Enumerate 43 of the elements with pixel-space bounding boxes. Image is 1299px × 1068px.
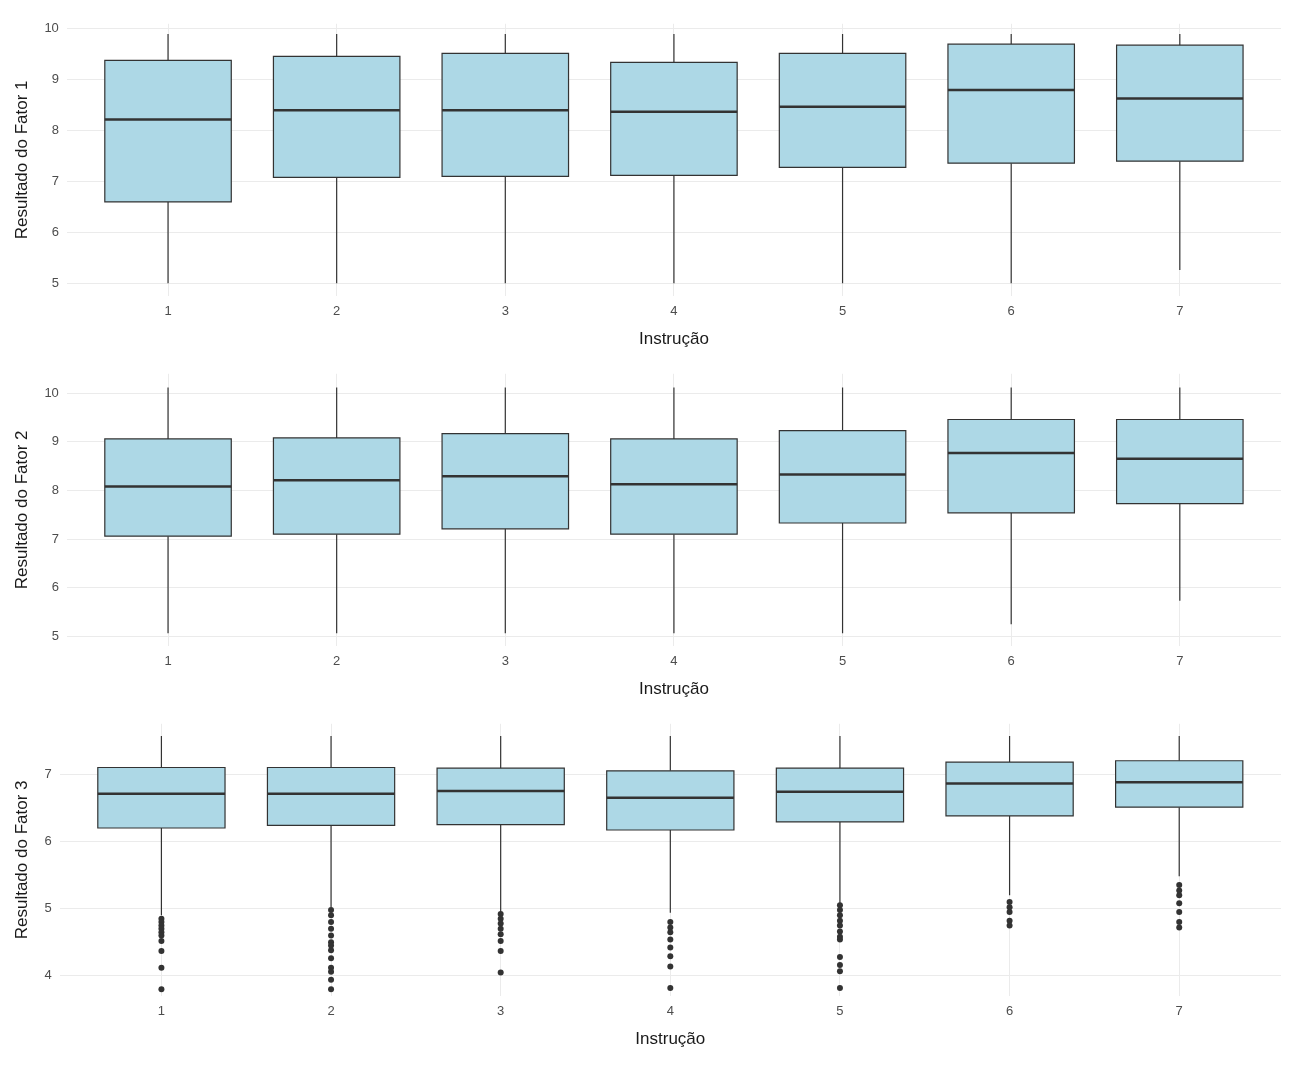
y-tick-label: 4 (44, 967, 52, 983)
x-tick-label: 5 (838, 653, 847, 669)
x-tick-label: 1 (164, 303, 172, 319)
x-axis-title: Instrução (638, 329, 709, 349)
y-tick-label: 9 (51, 71, 59, 87)
x-tick-label: 7 (1175, 1003, 1183, 1019)
x-tick-label: 3 (501, 303, 509, 319)
x-tick-label: 6 (1005, 1003, 1014, 1019)
x-tick-label: 6 (1007, 303, 1015, 319)
x-tick-label: 6 (1007, 653, 1015, 669)
x-tick-label: 5 (838, 303, 847, 319)
x-tick-label: 3 (501, 653, 509, 669)
x-tick-label: 1 (164, 653, 172, 669)
x-axis-title: Instrução (638, 679, 709, 699)
y-tick-label: 6 (51, 579, 59, 595)
y-axis-title: Resultado do Fator 3 (11, 780, 31, 940)
y-tick-label: 5 (51, 274, 59, 290)
x-tick-label: 2 (333, 653, 341, 669)
x-tick-label: 3 (497, 1003, 505, 1019)
x-tick-label: 2 (327, 1003, 335, 1019)
x-tick-label: 2 (333, 303, 341, 319)
y-tick-label: 8 (51, 122, 59, 138)
y-tick-label: 5 (44, 900, 52, 916)
y-tick-label: 8 (51, 482, 59, 498)
y-tick-label: 6 (44, 833, 52, 848)
x-tick-label: 4 (670, 303, 678, 319)
x-tick-label: 1 (157, 1003, 166, 1019)
y-tick-label: 5 (51, 627, 59, 643)
x-tick-label: 7 (1176, 303, 1184, 319)
y-tick-label: 9 (51, 433, 59, 449)
y-axis-title: Resultado do Fator 2 (11, 430, 31, 590)
x-tick-label: 4 (666, 1003, 674, 1019)
x-tick-label: 5 (836, 1003, 844, 1019)
x-axis-title: Instrução (635, 1029, 706, 1049)
y-tick-label: 10 (44, 384, 59, 400)
y-tick-label: 7 (51, 173, 59, 189)
y-tick-label: 7 (44, 765, 52, 781)
x-tick-label: 4 (670, 653, 678, 669)
y-axis-title: Resultado do Fator 1 (11, 80, 31, 240)
y-tick-label: 7 (51, 530, 59, 546)
y-tick-label: 10 (44, 20, 59, 36)
x-tick-label: 7 (1176, 653, 1184, 669)
y-tick-label: 6 (51, 223, 59, 239)
